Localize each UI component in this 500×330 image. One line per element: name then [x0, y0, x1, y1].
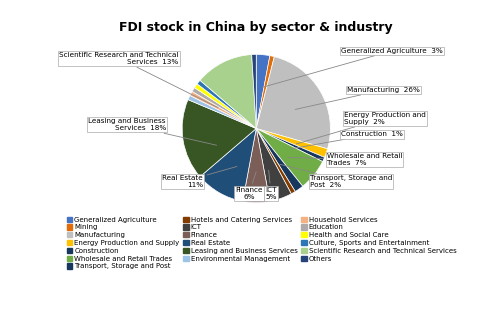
- Text: Energy Production and
Supply  2%: Energy Production and Supply 2%: [296, 112, 426, 144]
- Wedge shape: [252, 54, 256, 128]
- Wedge shape: [190, 91, 256, 128]
- Wedge shape: [200, 128, 256, 201]
- Wedge shape: [242, 128, 270, 203]
- Wedge shape: [256, 128, 302, 191]
- Legend: Generalized Agriculture, Mining, Manufacturing, Energy Production and Supply, Co: Generalized Agriculture, Mining, Manufac…: [66, 216, 457, 270]
- Wedge shape: [256, 128, 292, 201]
- Wedge shape: [256, 57, 330, 149]
- Wedge shape: [194, 84, 256, 128]
- Wedge shape: [192, 87, 256, 128]
- Text: Transport, Storage and
Post  2%: Transport, Storage and Post 2%: [280, 164, 392, 188]
- Wedge shape: [256, 128, 324, 162]
- Text: Scientific Research and Technical
Services  13%: Scientific Research and Technical Servic…: [59, 51, 218, 108]
- Wedge shape: [256, 54, 270, 128]
- Wedge shape: [197, 80, 256, 128]
- Text: Construction  1%: Construction 1%: [292, 131, 404, 149]
- Text: Leasing and Business
Services  18%: Leasing and Business Services 18%: [88, 118, 216, 145]
- Text: ICT
5%: ICT 5%: [266, 170, 277, 200]
- Wedge shape: [182, 100, 256, 177]
- Title: FDI stock in China by sector & industry: FDI stock in China by sector & industry: [120, 21, 393, 34]
- Text: Generalized Agriculture  3%: Generalized Agriculture 3%: [263, 48, 443, 87]
- Wedge shape: [188, 95, 256, 128]
- Wedge shape: [256, 128, 328, 157]
- Wedge shape: [200, 54, 256, 128]
- Text: Manufacturing  26%: Manufacturing 26%: [296, 87, 420, 110]
- Wedge shape: [256, 56, 274, 128]
- Text: Real Estate
11%: Real Estate 11%: [162, 166, 237, 188]
- Wedge shape: [256, 128, 322, 186]
- Wedge shape: [256, 128, 296, 194]
- Text: Wholesale and Retail
Trades  7%: Wholesale and Retail Trades 7%: [288, 153, 402, 166]
- Text: Finance
6%: Finance 6%: [235, 172, 262, 200]
